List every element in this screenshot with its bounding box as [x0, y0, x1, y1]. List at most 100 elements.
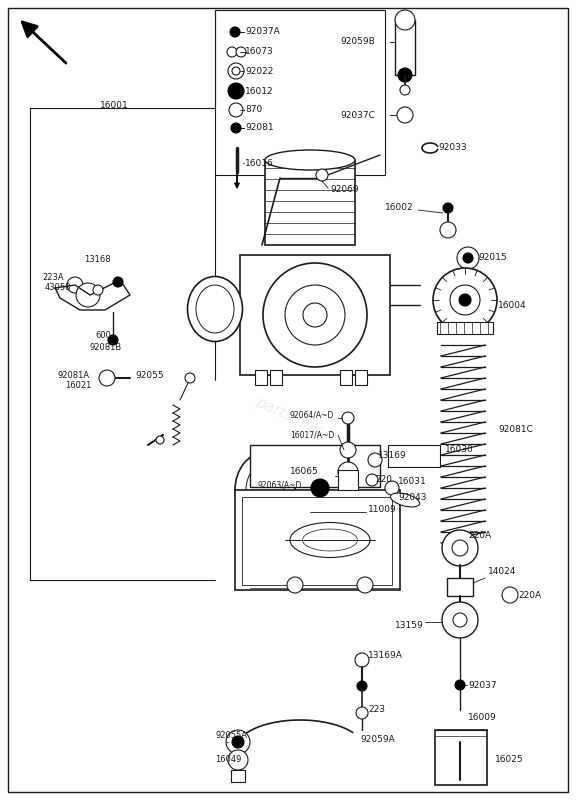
- Bar: [215, 10, 385, 175]
- Circle shape: [357, 681, 367, 691]
- Ellipse shape: [235, 453, 295, 527]
- Text: 220A: 220A: [518, 590, 541, 599]
- Bar: [338, 470, 358, 490]
- Text: 14024: 14024: [488, 567, 516, 577]
- Text: 92059A: 92059A: [360, 735, 395, 745]
- Text: 92081: 92081: [245, 123, 274, 133]
- Bar: [435, 730, 487, 785]
- Text: 16073: 16073: [245, 47, 274, 57]
- Circle shape: [459, 294, 471, 306]
- Circle shape: [397, 107, 413, 123]
- Circle shape: [342, 412, 354, 424]
- Text: parts.link: parts.link: [253, 394, 323, 438]
- Circle shape: [226, 730, 250, 754]
- Ellipse shape: [246, 464, 284, 516]
- Circle shape: [76, 283, 100, 307]
- Bar: [240, 255, 390, 375]
- Circle shape: [228, 750, 248, 770]
- Circle shape: [285, 285, 345, 345]
- Text: 223: 223: [368, 706, 385, 714]
- Bar: [242, 497, 392, 585]
- Circle shape: [287, 577, 303, 593]
- Text: 92022: 92022: [245, 66, 274, 75]
- Text: 16002: 16002: [385, 203, 414, 213]
- Text: 92081A: 92081A: [58, 370, 90, 379]
- Text: 16030: 16030: [445, 446, 473, 454]
- Circle shape: [463, 253, 473, 263]
- Text: 92059B: 92059B: [340, 38, 375, 46]
- Circle shape: [236, 47, 246, 57]
- Circle shape: [357, 577, 373, 593]
- Circle shape: [398, 68, 412, 82]
- Circle shape: [228, 83, 244, 99]
- Text: 92069: 92069: [330, 186, 359, 194]
- Text: 92037A: 92037A: [245, 27, 280, 37]
- Circle shape: [228, 63, 244, 79]
- Circle shape: [232, 736, 244, 748]
- Bar: [250, 445, 380, 487]
- Text: 16017/A~D: 16017/A~D: [290, 430, 334, 439]
- Circle shape: [502, 587, 518, 603]
- Circle shape: [263, 263, 367, 367]
- Text: 600: 600: [95, 330, 111, 339]
- Bar: [355, 370, 367, 385]
- Text: 92081B: 92081B: [90, 343, 122, 353]
- Text: 43058: 43058: [45, 283, 71, 293]
- Circle shape: [366, 474, 378, 486]
- Circle shape: [231, 123, 241, 133]
- Circle shape: [450, 285, 480, 315]
- Text: 92015: 92015: [478, 254, 507, 262]
- Circle shape: [316, 169, 328, 181]
- Bar: [270, 370, 282, 385]
- Circle shape: [433, 268, 497, 332]
- Text: 16049: 16049: [215, 755, 241, 765]
- Bar: [231, 770, 245, 782]
- Circle shape: [356, 707, 368, 719]
- Bar: [340, 370, 352, 385]
- Text: 92064/A~D: 92064/A~D: [290, 410, 335, 419]
- Circle shape: [395, 10, 415, 30]
- Text: 16009: 16009: [468, 714, 497, 722]
- Text: 223A: 223A: [42, 274, 63, 282]
- Text: 16031: 16031: [398, 478, 427, 486]
- Text: 16012: 16012: [245, 86, 274, 95]
- Ellipse shape: [391, 493, 419, 507]
- Circle shape: [227, 47, 237, 57]
- Circle shape: [232, 67, 240, 75]
- Text: 220A: 220A: [468, 530, 491, 539]
- Circle shape: [230, 27, 240, 37]
- Text: 16004: 16004: [498, 301, 526, 310]
- Circle shape: [108, 335, 118, 345]
- Circle shape: [185, 373, 195, 383]
- Bar: [437, 322, 493, 334]
- Bar: [235, 490, 400, 590]
- Circle shape: [400, 85, 410, 95]
- Circle shape: [229, 103, 243, 117]
- Text: 92055: 92055: [135, 370, 164, 379]
- Circle shape: [311, 479, 329, 497]
- Text: 13169A: 13169A: [368, 650, 403, 659]
- Ellipse shape: [265, 150, 355, 170]
- Ellipse shape: [290, 522, 370, 558]
- Bar: [388, 445, 440, 467]
- Text: 92037C: 92037C: [340, 110, 375, 119]
- Text: 92043: 92043: [398, 494, 426, 502]
- Circle shape: [368, 453, 382, 467]
- Ellipse shape: [196, 285, 234, 333]
- Text: 92063/A~D: 92063/A~D: [258, 481, 302, 490]
- Circle shape: [99, 370, 115, 386]
- Text: 92033: 92033: [438, 143, 467, 153]
- Circle shape: [455, 680, 465, 690]
- Text: 16025: 16025: [495, 755, 524, 765]
- Circle shape: [385, 481, 399, 495]
- Bar: [265, 160, 355, 245]
- Text: 92055A: 92055A: [215, 731, 247, 741]
- Bar: [255, 370, 267, 385]
- Circle shape: [440, 222, 456, 238]
- Circle shape: [340, 442, 356, 458]
- Ellipse shape: [188, 277, 242, 342]
- Bar: [395, 20, 415, 75]
- Circle shape: [156, 436, 164, 444]
- Bar: [447, 578, 473, 596]
- Circle shape: [303, 303, 327, 327]
